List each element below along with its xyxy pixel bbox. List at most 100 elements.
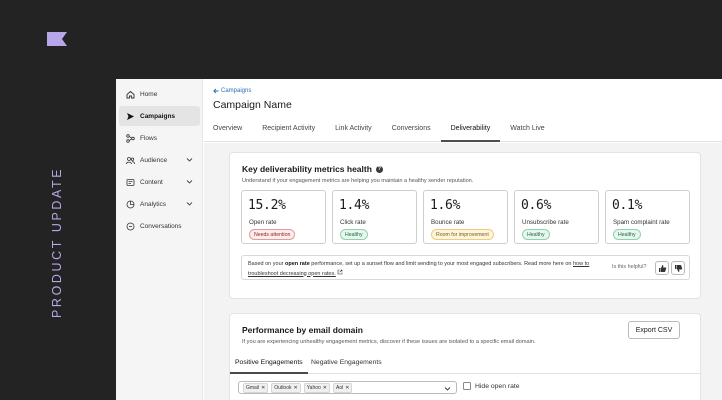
sidebar-item-audience[interactable]: Audience [119, 150, 200, 170]
status-badge: Healthy [613, 229, 641, 240]
thumbs-up-button[interactable] [655, 261, 669, 275]
thumbs-down-icon [674, 264, 682, 272]
email-domain-title: Performance by email domain [242, 325, 363, 335]
helpful-prompt: Is this helpful? [612, 264, 647, 270]
flows-icon [126, 133, 135, 143]
help-icon[interactable]: ? [375, 165, 383, 173]
thumbs-up-icon [658, 264, 666, 272]
metrics-health-title: Key deliverability metrics health ? [242, 164, 383, 174]
tab-link-activity[interactable]: Link Activity [335, 125, 372, 132]
send-icon [126, 112, 135, 121]
chevron-down-icon[interactable] [444, 385, 451, 392]
arrow-left-icon [213, 88, 219, 94]
engagement-tabs: Positive Engagements Negative Engagement… [230, 359, 700, 374]
status-badge: Healthy [340, 229, 368, 240]
recommendation-prefix: Based on your [248, 261, 285, 267]
domain-chip-outlook: Outlook ✕ [271, 382, 301, 393]
campaign-tabs: Overview Recipient Activity Link Activit… [213, 123, 565, 142]
sidebar: Home Campaigns Flows Audience Content [116, 79, 203, 400]
recommendation-banner: Based on your open rate performance, set… [241, 255, 690, 280]
recommendation-text: Based on your open rate performance, set… [248, 260, 606, 278]
sidebar-item-label: Analytics [140, 200, 167, 208]
audience-icon [126, 156, 135, 165]
metric-value: 1.6% [430, 198, 461, 213]
metric-label: Open rate [249, 219, 277, 226]
remove-chip-icon[interactable]: ✕ [293, 384, 298, 391]
metrics-health-title-text: Key deliverability metrics health [242, 164, 372, 174]
metric-card-spam-complaint-rate: 0.1% Spam complaint rate Healthy [605, 190, 690, 244]
metric-card-open-rate: 15.2% Open rate Needs attention [241, 190, 326, 244]
chip-label: Yahoo [306, 384, 321, 391]
sidebar-item-label: Flows [140, 134, 157, 142]
remove-chip-icon[interactable]: ✕ [345, 384, 350, 391]
recommendation-body: performance, set up a sunset flow and li… [309, 261, 573, 267]
tab-overview[interactable]: Overview [213, 125, 243, 132]
product-update-label: PRODUCT UPDATE [50, 166, 64, 318]
analytics-icon [126, 200, 135, 209]
page-title: Campaign Name [213, 99, 292, 111]
sidebar-item-flows[interactable]: Flows [119, 128, 200, 148]
metric-card-unsubscribe-rate: 0.6% Unsubscribe rate Healthy [514, 190, 599, 244]
chevron-down-icon [186, 180, 193, 184]
remove-chip-icon[interactable]: ✕ [322, 384, 327, 391]
metrics-health-subtitle: Understand if your engagement metrics ar… [242, 178, 474, 184]
email-domain-card: Performance by email domain If you are e… [229, 313, 701, 400]
hide-open-rate-toggle[interactable]: Hide open rate [463, 382, 520, 390]
metric-label: Click rate [340, 219, 366, 226]
tab-conversions[interactable]: Conversions [391, 125, 431, 132]
tab-recipient-activity[interactable]: Recipient Activity [262, 125, 316, 132]
hide-open-rate-label: Hide open rate [475, 382, 520, 390]
tab-negative-engagements[interactable]: Negative Engagements [311, 359, 382, 366]
content-icon [126, 178, 135, 187]
sidebar-item-label: Audience [140, 156, 168, 164]
status-badge: Room for improvement [431, 229, 494, 240]
app-window: Home Campaigns Flows Audience Content [116, 79, 722, 400]
sidebar-item-home[interactable]: Home [119, 84, 200, 104]
sidebar-item-label: Content [140, 178, 163, 186]
metric-value: 0.1% [612, 198, 643, 213]
tab-deliverability[interactable]: Deliverability [440, 123, 501, 142]
page-header: Campaigns Campaign Name Overview Recipie… [204, 79, 722, 142]
thumbs-down-button[interactable] [671, 261, 685, 275]
sidebar-item-campaigns[interactable]: Campaigns [119, 106, 200, 126]
main-panel: Campaigns Campaign Name Overview Recipie… [204, 79, 722, 400]
export-csv-button[interactable]: Export CSV [628, 321, 680, 339]
chip-label: Gmail [246, 384, 260, 391]
sidebar-item-label: Conversations [140, 222, 182, 230]
email-domain-select[interactable]: Gmail ✕ Outlook ✕ Yahoo ✕ Aol ✕ [238, 381, 457, 394]
domain-chip-gmail: Gmail ✕ [243, 382, 269, 393]
metric-card-bounce-rate: 1.6% Bounce rate Room for improvement [423, 190, 508, 244]
chip-label: Outlook [274, 384, 292, 391]
external-link-icon [337, 269, 343, 274]
tab-watch-live[interactable]: Watch Live [510, 125, 545, 132]
metric-label: Spam complaint rate [613, 219, 670, 226]
status-badge: Needs attention [249, 229, 296, 240]
metric-value: 1.4% [339, 198, 370, 213]
domain-chip-yahoo: Yahoo ✕ [303, 382, 330, 393]
sidebar-item-conversations[interactable]: Conversations [119, 216, 200, 236]
metric-value: 0.6% [521, 198, 552, 213]
metric-value: 15.2% [248, 198, 286, 213]
tab-positive-engagements[interactable]: Positive Engagements [230, 359, 308, 374]
chevron-down-icon [186, 158, 193, 162]
recommendation-highlight: open rate [285, 261, 310, 267]
hide-open-rate-checkbox[interactable] [463, 382, 471, 390]
status-badge: Healthy [522, 229, 550, 240]
chevron-down-icon [186, 202, 193, 206]
sidebar-item-analytics[interactable]: Analytics [119, 194, 200, 214]
troubleshoot-open-rates-link[interactable]: how to troubleshoot decreasing open rate… [248, 261, 590, 277]
domain-chip-aol: Aol ✕ [333, 382, 353, 393]
brand-flag-logo [47, 32, 67, 46]
remove-chip-icon[interactable]: ✕ [261, 384, 266, 391]
sidebar-item-content[interactable]: Content [119, 172, 200, 192]
sidebar-item-label: Home [140, 90, 158, 98]
sidebar-item-label: Campaigns [140, 112, 176, 120]
email-domain-subtitle: If you are experiencing unhealthy engage… [242, 339, 536, 345]
metric-card-click-rate: 1.4% Click rate Healthy [332, 190, 417, 244]
home-icon [126, 90, 135, 99]
metric-label: Unsubscribe rate [522, 219, 569, 226]
metrics-health-card: Key deliverability metrics health ? Unde… [229, 152, 701, 299]
back-to-campaigns-link[interactable]: Campaigns [213, 88, 251, 94]
chip-label: Aol [336, 384, 344, 391]
content-area: Key deliverability metrics health ? Unde… [204, 143, 722, 400]
